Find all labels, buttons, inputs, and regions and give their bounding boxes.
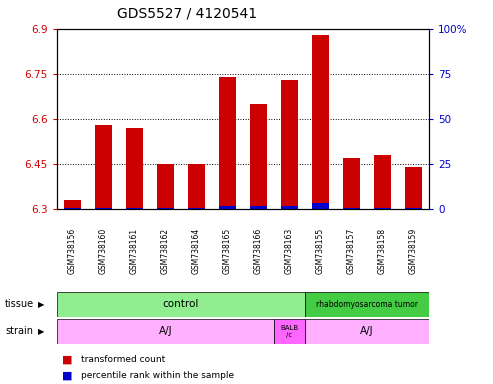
Bar (274, 319, 305, 344)
Text: percentile rank within the sample: percentile rank within the sample (81, 371, 235, 380)
Text: GSM738165: GSM738165 (223, 227, 232, 274)
Bar (126, 128, 143, 209)
Text: GSM738159: GSM738159 (409, 227, 418, 274)
Text: GSM738162: GSM738162 (161, 227, 170, 274)
Bar (219, 77, 236, 209)
Bar (312, 35, 329, 209)
Bar (374, 155, 391, 209)
Bar (281, 80, 298, 209)
Bar (64, 200, 81, 209)
Bar (188, 164, 205, 209)
Bar (57, 292, 305, 317)
Text: rhabdomyosarcoma tumor: rhabdomyosarcoma tumor (316, 300, 418, 309)
Text: GSM738163: GSM738163 (285, 227, 294, 274)
Text: GSM738156: GSM738156 (68, 227, 77, 274)
Text: ■: ■ (62, 355, 72, 365)
Bar (305, 319, 429, 344)
Text: GSM738157: GSM738157 (347, 227, 356, 274)
Text: GSM738164: GSM738164 (192, 227, 201, 274)
Text: ■: ■ (62, 371, 72, 381)
Text: GSM738166: GSM738166 (254, 227, 263, 274)
Text: GSM738161: GSM738161 (130, 227, 139, 274)
Bar (157, 164, 174, 209)
Bar (250, 206, 267, 209)
Text: GSM738155: GSM738155 (316, 227, 325, 274)
Bar (250, 104, 267, 209)
Bar (281, 206, 298, 209)
Text: GSM738158: GSM738158 (378, 227, 387, 274)
Bar (405, 167, 422, 209)
Bar (312, 202, 329, 209)
Bar (305, 292, 429, 317)
Text: strain: strain (5, 326, 33, 336)
Text: control: control (163, 299, 199, 310)
Text: tissue: tissue (5, 299, 34, 310)
Text: A/J: A/J (158, 326, 172, 336)
Text: ▶: ▶ (37, 327, 44, 336)
Bar (219, 206, 236, 209)
Bar (343, 158, 360, 209)
Text: GSM738160: GSM738160 (99, 227, 108, 274)
Text: A/J: A/J (360, 326, 374, 336)
Text: BALB
/c: BALB /c (280, 325, 298, 338)
Bar (95, 125, 112, 209)
Text: ▶: ▶ (37, 300, 44, 309)
Text: GDS5527 / 4120541: GDS5527 / 4120541 (117, 7, 257, 20)
Text: transformed count: transformed count (81, 355, 166, 364)
Bar (57, 319, 274, 344)
